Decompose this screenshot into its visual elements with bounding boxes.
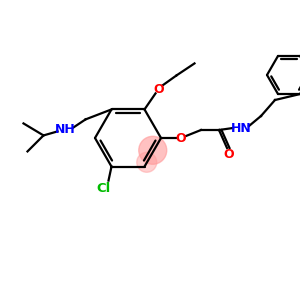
Circle shape bbox=[137, 152, 157, 172]
Text: O: O bbox=[176, 131, 186, 145]
Circle shape bbox=[139, 136, 167, 164]
Text: O: O bbox=[224, 148, 234, 161]
Text: Cl: Cl bbox=[96, 182, 111, 195]
Text: HN: HN bbox=[231, 122, 251, 134]
Text: NH: NH bbox=[55, 123, 76, 136]
Text: O: O bbox=[153, 83, 164, 96]
